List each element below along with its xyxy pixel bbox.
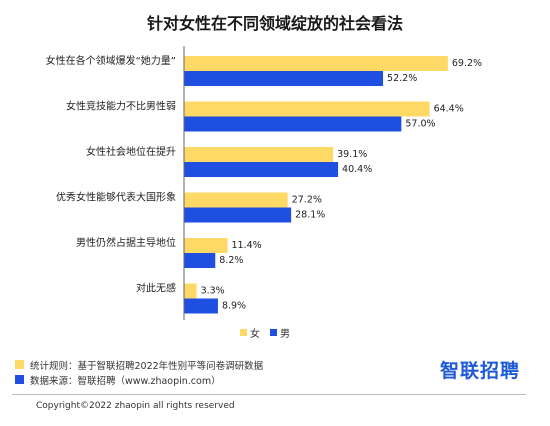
data-label: 28.1%	[295, 210, 325, 221]
footnote-data-source: 数据来源：智联招聘（www.zhaopin.com）	[15, 372, 263, 387]
bar-male	[184, 162, 339, 177]
bar-male	[184, 298, 218, 314]
footnotes: 统计规则：基于智联招聘2022年性别平等问卷调研数据 数据来源：智联招聘（www…	[15, 357, 263, 387]
data-label: 11.4%	[231, 240, 261, 251]
data-label: 40.4%	[342, 164, 372, 175]
zhaopin-logo: 智联招聘	[439, 360, 520, 382]
category-label: 女性在各个领域爆发“她力量”	[46, 54, 176, 67]
data-label: 64.4%	[434, 104, 464, 115]
bar-female	[184, 101, 430, 117]
data-label: 52.2%	[387, 73, 417, 84]
legend: 女 男	[240, 325, 290, 340]
footnote-swatch-yellow	[15, 360, 24, 369]
footnote-swatch-blue	[15, 375, 24, 384]
legend-item-female: 女	[240, 325, 260, 340]
bar-male	[184, 116, 402, 132]
bar-male	[184, 71, 384, 86]
legend-label-female: 女	[250, 329, 260, 340]
bar-male	[184, 207, 292, 223]
legend-swatch-female	[240, 329, 247, 336]
category-label: 男性仍然占据主导地位	[76, 236, 176, 249]
bar-female	[184, 238, 228, 253]
copyright-text: Copyright©2022 zhaopin all rights reserv…	[36, 401, 235, 411]
bar-female	[184, 283, 197, 299]
category-label: 女性竞技能力不比男性弱	[66, 100, 176, 113]
legend-item-male: 男	[270, 325, 290, 340]
category-label: 女性社会地位在提升	[86, 145, 176, 158]
bar-male	[184, 253, 216, 268]
data-label: 69.2%	[452, 58, 482, 69]
data-label: 57.0%	[405, 119, 435, 130]
data-label: 27.2%	[292, 195, 322, 206]
bar-female	[184, 56, 448, 71]
footnote-stats-rule: 统计规则：基于智联招聘2022年性别平等问卷调研数据	[15, 357, 263, 372]
data-label: 3.3%	[201, 286, 225, 297]
data-label: 39.1%	[337, 149, 367, 160]
bar-female	[184, 147, 334, 162]
data-label: 8.9%	[222, 301, 246, 312]
divider	[12, 394, 526, 395]
chart-title: 针对女性在不同领域绽放的社会看法	[146, 14, 403, 33]
category-label: 对此无感	[136, 282, 176, 295]
legend-label-male: 男	[280, 329, 290, 340]
category-label: 优秀女性能够代表大国形象	[56, 191, 176, 204]
data-label: 8.2%	[219, 255, 243, 266]
legend-swatch-male	[270, 329, 277, 336]
bar-chart: 女性在各个领域爆发“她力量” 69.2% 52.2% 女性竞技能力不比男性弱 64.4%…	[46, 46, 482, 320]
footnote-stats-rule-text: 统计规则：基于智联招聘2022年性别平等问卷调研数据	[30, 360, 264, 372]
bar-female	[184, 192, 288, 208]
footnote-data-source-text: 数据来源：智联招聘（www.zhaopin.com）	[30, 375, 221, 387]
